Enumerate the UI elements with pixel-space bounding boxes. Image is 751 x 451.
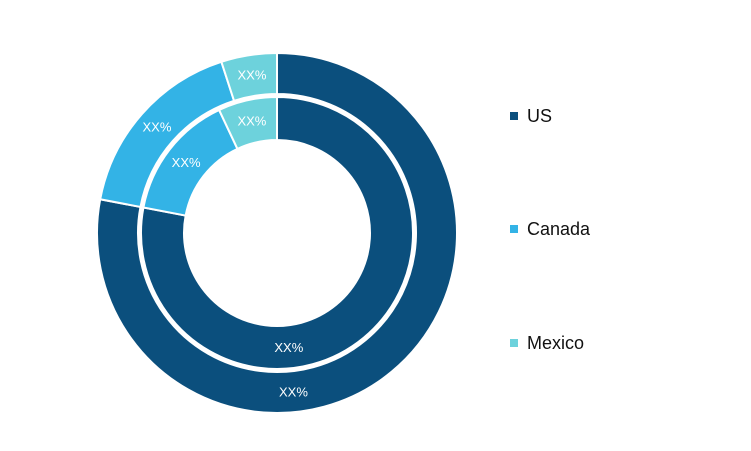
legend-item-canada: Canada xyxy=(510,217,590,241)
outer-label-us: XX% xyxy=(279,385,308,400)
legend-item-mexico: Mexico xyxy=(510,331,584,355)
outer-label-mexico: XX% xyxy=(238,67,267,82)
legend-swatch-canada xyxy=(510,225,518,233)
legend-label-us: US xyxy=(527,105,553,126)
slice-labels-group: XX% XX% XX% XX% XX% XX% xyxy=(143,67,309,399)
legend-label-canada: Canada xyxy=(527,218,591,239)
inner-slice-us xyxy=(140,95,414,370)
inner-label-mexico: XX% xyxy=(237,113,266,128)
inner-label-us: XX% xyxy=(274,340,303,355)
legend-item-us: US xyxy=(510,104,552,128)
outer-slice-us xyxy=(96,51,458,414)
inner-slice-mexico xyxy=(217,95,278,151)
legend-swatch-mexico xyxy=(510,339,518,347)
outer-label-canada: XX% xyxy=(143,120,172,135)
legend-swatch-us xyxy=(510,112,518,120)
legend-label-mexico: Mexico xyxy=(527,332,585,353)
legend: US Canada Mexico xyxy=(510,0,730,451)
slices-group xyxy=(96,51,458,414)
inner-label-canada: XX% xyxy=(172,155,201,170)
outer-slice-mexico xyxy=(220,51,278,103)
